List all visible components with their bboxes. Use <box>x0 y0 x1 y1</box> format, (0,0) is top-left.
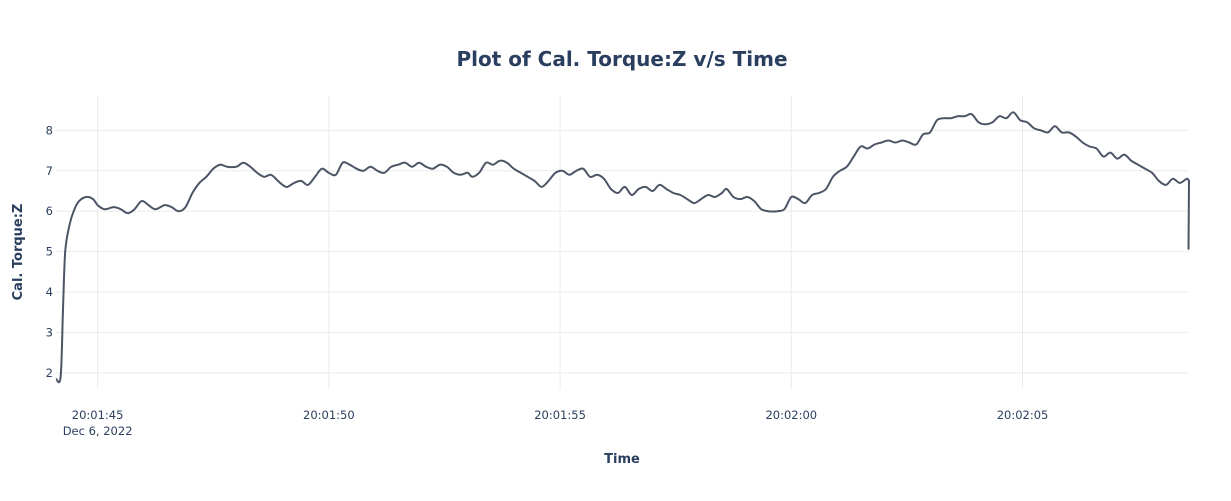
x-tick-label: 20:01:45 <box>72 408 124 422</box>
x-tick-date-label: Dec 6, 2022 <box>63 424 133 438</box>
y-tick-label: 5 <box>46 245 53 259</box>
grid <box>56 96 1189 389</box>
y-tick-label: 6 <box>46 204 53 218</box>
x-tick-label: 20:01:55 <box>534 408 586 422</box>
x-axis-title: Time <box>604 452 640 467</box>
series-layer <box>55 111 1190 384</box>
chart-title: Plot of Cal. Torque:Z v/s Time <box>456 47 787 71</box>
y-tick-label: 3 <box>46 325 53 339</box>
series-line-cal-torque-z <box>55 111 1190 384</box>
y-tick-label: 2 <box>46 366 53 380</box>
x-tick-label: 20:02:00 <box>765 408 817 422</box>
x-axis-ticks: 20:01:45 Dec 6, 2022 20:01:50 20:01:55 20:02… <box>63 408 1049 438</box>
y-axis-ticks: 2 3 4 5 6 7 8 <box>46 123 53 379</box>
y-tick-label: 8 <box>46 123 53 137</box>
y-tick-label: 7 <box>46 164 53 178</box>
y-axis-title: Cal. Torque:Z <box>11 204 26 301</box>
x-tick-label: 20:01:50 <box>303 408 355 422</box>
y-tick-label: 4 <box>46 285 53 299</box>
x-tick-label: 20:02:05 <box>997 408 1049 422</box>
